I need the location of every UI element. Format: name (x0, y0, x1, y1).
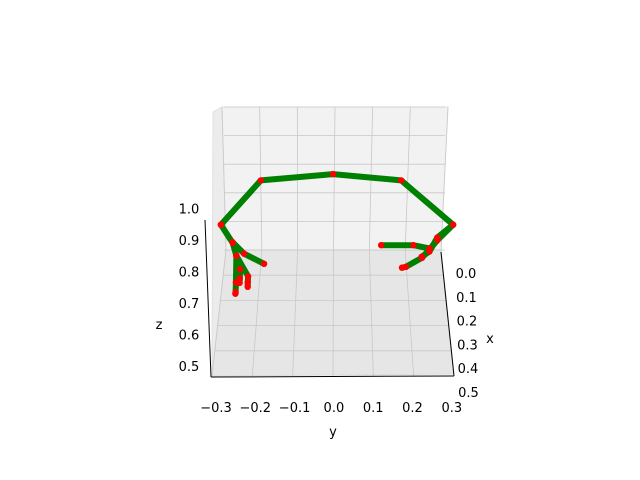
joint-marker (232, 290, 239, 297)
x-tick-label: 0.4 (458, 362, 479, 377)
x-tick-label: 0.3 (457, 338, 478, 353)
gridline-y-floor (211, 249, 227, 377)
z-tick-label: 0.9 (179, 234, 200, 249)
joint-marker (240, 250, 248, 257)
tick-labels: −0.3 −0.2 −0.1 0.0 0.1 0.2 0.30.50.60.70.80.91… (179, 203, 479, 417)
z-tick-label: 0.5 (179, 360, 200, 375)
joint-marker (449, 221, 457, 228)
x-tick-label: 0.5 (458, 386, 479, 401)
y-tick-label: 0.0 (324, 401, 345, 416)
x-tick-label: 0.0 (456, 267, 477, 282)
joint-marker (434, 234, 441, 241)
x-tick-label: 0.2 (457, 315, 478, 330)
skeleton-chains (217, 170, 457, 297)
gridline-y-floor (251, 249, 263, 377)
joint-marker (410, 242, 417, 249)
x-axis-line (440, 251, 455, 377)
z-tick-label: 0.6 (179, 329, 200, 344)
z-tick-label: 0.8 (179, 266, 200, 281)
gridline-y-floor (332, 249, 334, 377)
joint-marker (398, 264, 406, 271)
joint-marker (236, 274, 243, 282)
y-axis-line (210, 375, 455, 378)
y-tick-label: −0.3 (200, 401, 232, 416)
joint-marker (257, 177, 264, 184)
chain-line (378, 242, 433, 252)
joint-marker (232, 279, 240, 286)
x-axis-label: x (486, 332, 494, 347)
y-tick-label: −0.1 (279, 401, 311, 416)
joint-marker (229, 238, 236, 246)
x-tick-label: 0.1 (456, 291, 477, 306)
y-axis-label: y (329, 425, 337, 440)
z-tick-label: 1.0 (179, 203, 200, 218)
joint-marker (329, 170, 337, 178)
joint-marker (244, 273, 252, 280)
gridlines (211, 106, 455, 377)
gridline-y-floor (292, 249, 299, 377)
joint-marker (244, 278, 251, 286)
y-tick-label: 0.2 (402, 401, 423, 416)
joint-marker (398, 177, 405, 184)
chain-line (418, 221, 457, 260)
y-tick-label: 0.3 (441, 401, 462, 416)
chain-line (232, 252, 240, 297)
axis-lines (204, 219, 455, 378)
z-axis-label: z (156, 318, 163, 333)
gridline-y-back (440, 106, 449, 251)
joint-marker (260, 260, 268, 267)
gridline-y-back (333, 106, 336, 251)
y-tick-label: −0.2 (240, 401, 272, 416)
gridline-y-floor (368, 249, 374, 377)
joint-marker (418, 253, 425, 260)
gridline-y-back (404, 106, 411, 251)
joint-marker (236, 266, 244, 273)
gridline-y-floor (404, 249, 415, 377)
joint-marker (217, 221, 225, 228)
joint-marker (378, 242, 385, 249)
joint-marker (233, 252, 240, 259)
z-axis-line (204, 219, 212, 378)
y-tick-label: 0.1 (363, 401, 384, 416)
joint-marker (244, 283, 251, 290)
z-tick-label: 0.7 (179, 297, 200, 312)
joint-marker (426, 245, 433, 252)
